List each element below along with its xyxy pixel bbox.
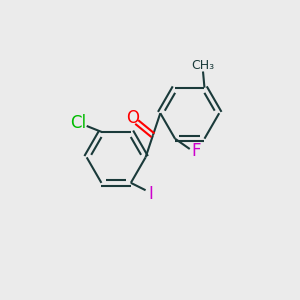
Text: I: I — [148, 185, 153, 203]
Text: F: F — [191, 142, 201, 160]
Text: O: O — [126, 109, 140, 127]
Text: Cl: Cl — [70, 114, 86, 132]
Text: CH₃: CH₃ — [191, 58, 214, 71]
